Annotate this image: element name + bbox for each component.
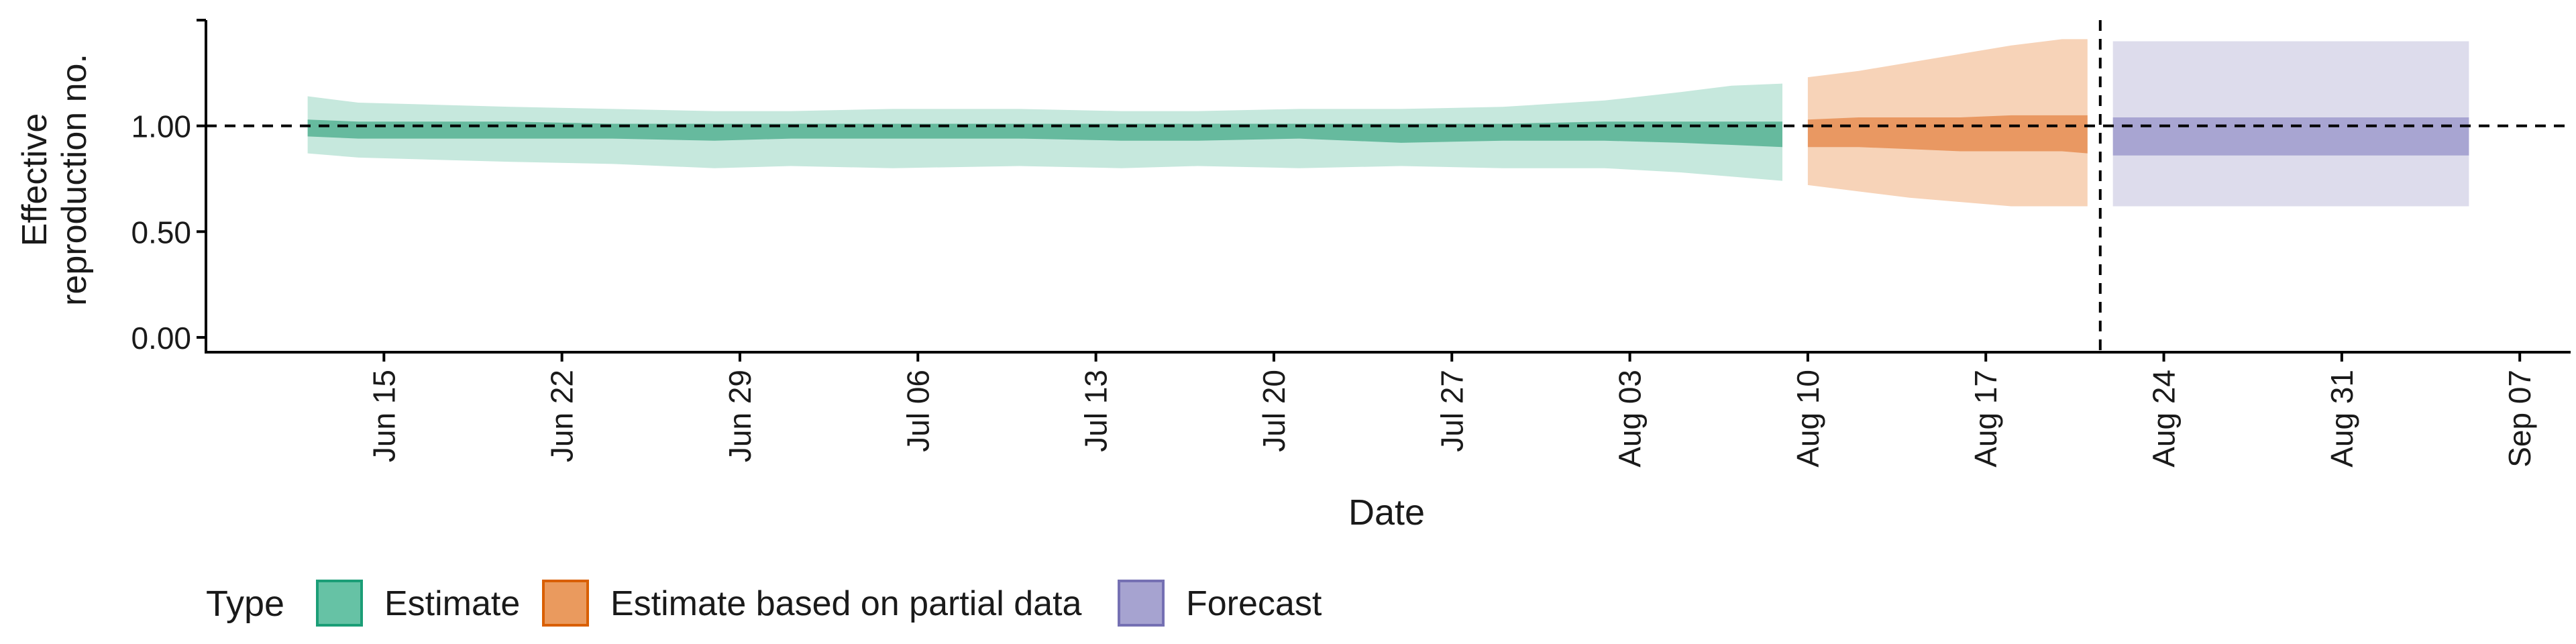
x-tick-label: Aug 31 xyxy=(2324,370,2359,468)
legend-label: Estimate xyxy=(384,584,520,623)
y-tick-label: 0.00 xyxy=(131,321,191,356)
axes: 0.00 0.50 1.00 Jun 15 Jun 22 Jun 29 Jul 06 Jul … xyxy=(131,19,2571,468)
x-tick-label: Aug 24 xyxy=(2147,370,2182,468)
x-tick-label: Jun 29 xyxy=(722,370,757,462)
y-axis-label-line-2: reproduction no. xyxy=(55,54,94,306)
band-50-forecast xyxy=(2112,117,2469,156)
x-tick-label: Jul 27 xyxy=(1434,370,1469,452)
x-tick-label: Jun 22 xyxy=(545,370,580,462)
x-tick-label: Sep 07 xyxy=(2502,370,2537,468)
legend: Type Estimate Estimate based on partial d… xyxy=(206,580,1322,627)
x-axis-label: Date xyxy=(1348,492,1425,533)
x-tick-label: Aug 03 xyxy=(1613,370,1648,468)
x-tick-label: Aug 17 xyxy=(1968,370,2003,468)
y-tick-label: 0.50 xyxy=(131,215,191,250)
legend-label: Forecast xyxy=(1186,584,1322,623)
x-tick-label: Jul 06 xyxy=(900,370,935,452)
plot-bands xyxy=(307,39,2469,207)
legend-key xyxy=(542,580,589,627)
x-tick-label: Aug 10 xyxy=(1790,370,1825,468)
legend-key xyxy=(316,580,363,627)
legend-title: Type xyxy=(206,584,284,624)
x-tick-label: Jul 20 xyxy=(1256,370,1291,452)
legend-label: Estimate based on partial data xyxy=(610,584,1082,623)
legend-key xyxy=(1118,580,1165,627)
x-tick-label: Jul 13 xyxy=(1079,370,1114,452)
y-axis-label-line-1: Effective xyxy=(15,113,54,246)
x-tick-label: Jun 15 xyxy=(366,370,401,462)
y-axis-label: Effective xyxy=(15,113,54,246)
y-tick-label: 1.00 xyxy=(131,109,191,144)
y-axis-label-2: reproduction no. xyxy=(55,54,94,306)
